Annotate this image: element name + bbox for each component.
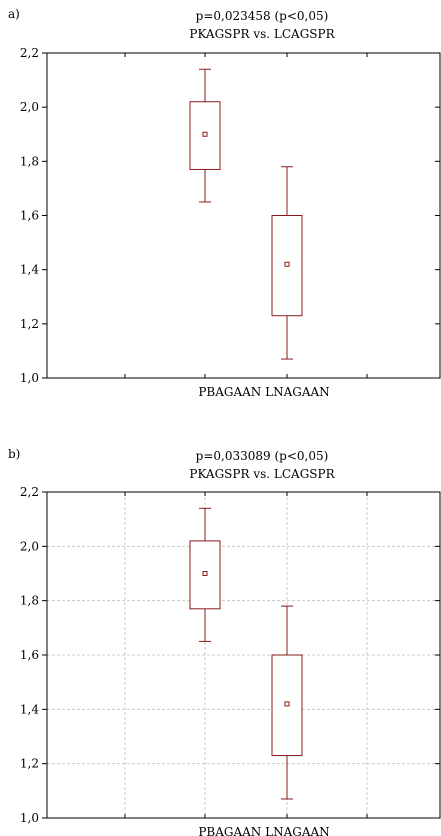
median-marker [202,131,208,137]
y-tick-label: 2,2 [20,46,39,60]
y-tick-label: 1,6 [20,648,39,662]
chart-panel-b: b) p=0,033089 (p<0,05) PKAGSPR vs. LCAGSPR… [8,447,441,836]
chart-panel-a: a) p=0,023458 (p<0,05) PKAGSPR vs. LCAGSPR… [8,7,441,399]
y-tick-label: 2,0 [20,539,39,553]
plot-frame [46,52,441,379]
y-tick-label: 1,0 [20,811,39,825]
y-tick-label: 1,8 [20,594,39,608]
panel-label: b) [8,447,20,461]
median-marker [202,571,208,576]
box-lnagaan [271,166,303,360]
median-marker [284,701,290,707]
chart-title-line-2: PKAGSPR vs. LCAGSPR [189,27,335,41]
y-tick-label: 1,0 [20,371,39,385]
median-marker [284,261,290,267]
panel-label: a) [8,7,20,21]
y-tick-label: 2,2 [20,485,39,499]
y-tick-label: 1,4 [20,702,39,716]
box-pbagaan [189,68,221,203]
chart-title-line-1: p=0,023458 (p<0,05) [196,9,329,23]
chart-title-line-2: PKAGSPR vs. LCAGSPR [189,467,335,481]
y-tick-label: 2,0 [20,100,39,114]
x-axis-label: PBAGAAN LNAGAAN [198,385,329,399]
box-lnagaan [271,605,303,800]
y-tick-label: 1,6 [20,209,39,223]
y-tick-label: 1,2 [20,757,39,771]
x-axis-label: PBAGAAN LNAGAAN [198,825,329,836]
y-tick-label: 1,2 [20,317,39,331]
y-tick-label: 1,4 [20,263,39,277]
y-tick-label: 1,8 [20,154,39,168]
box-pbagaan [189,507,221,642]
chart-title-line-1: p=0,033089 (p<0,05) [196,449,329,463]
